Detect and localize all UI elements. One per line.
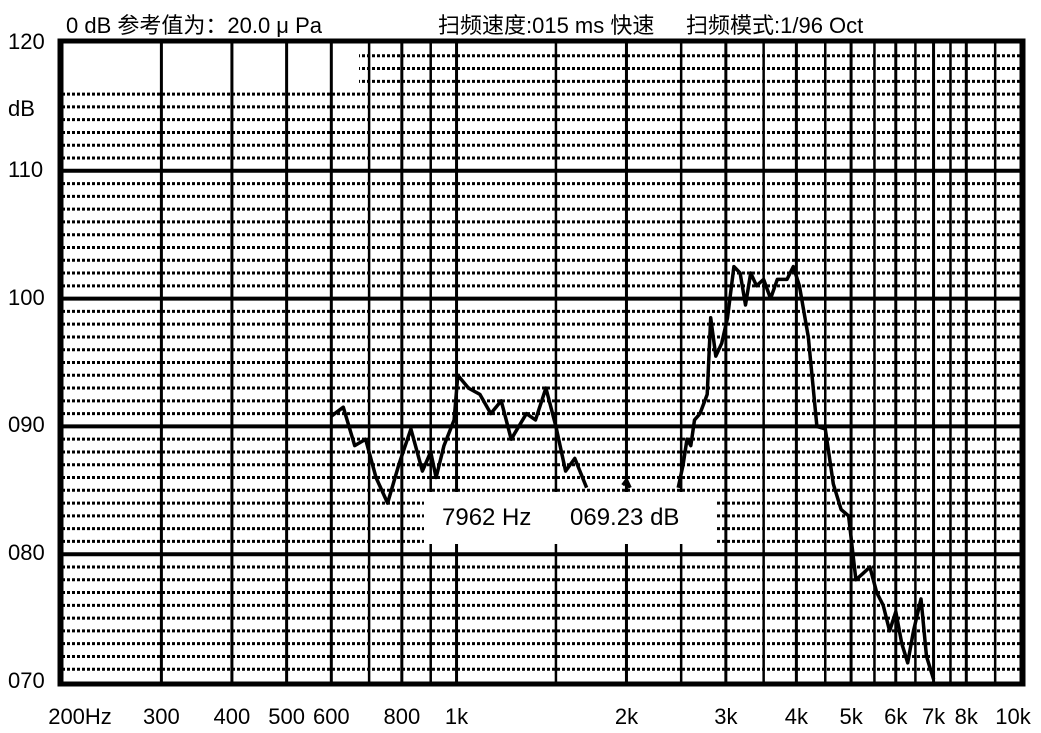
chart-grid	[62, 54, 1021, 671]
x-tick-label: 10k	[995, 704, 1031, 729]
chart-major-grid	[60, 43, 1023, 682]
plot-frame	[57, 38, 1026, 687]
x-tick-label: 400	[213, 704, 251, 729]
x-tick-label: 600	[312, 704, 350, 729]
x-tick-label: 6k	[884, 704, 908, 729]
x-tick-label: 800	[383, 704, 421, 729]
readout-level: 069.23 dB	[570, 504, 680, 531]
reference-label: 0 dB 参考值为：20.0 μ Pa	[66, 13, 322, 38]
y-axis-unit: dB	[8, 96, 35, 121]
y-tick-label: 090	[8, 412, 45, 438]
y-tick-label: 120	[8, 29, 45, 54]
x-tick-label: 200Hz	[48, 704, 112, 729]
x-tick-label: 5k	[839, 704, 863, 729]
x-tick-label: 3k	[714, 704, 738, 729]
y-tick-label: 080	[8, 540, 45, 566]
x-tick-label: 4k	[784, 704, 808, 729]
series-line	[676, 264, 936, 680]
sweep-mode-label: 扫频模式:1/96 Oct	[686, 13, 864, 38]
x-tick-label: 7k	[921, 704, 946, 729]
sweep-speed-label: 扫频速度:015 ms 快速	[438, 13, 655, 38]
x-tick-label: 2k	[614, 704, 639, 729]
x-tick-label: 300	[143, 704, 180, 729]
y-tick-label: 100	[8, 284, 45, 310]
x-tick-label: 500	[268, 704, 305, 729]
x-tick-label: 1k	[444, 704, 469, 729]
y-tick-label: 070	[8, 668, 45, 693]
blank-legend-area	[63, 48, 359, 90]
readout-frequency: 7962 Hz	[442, 504, 532, 531]
cursor-readout: 7962 Hz 069.23 dB	[424, 492, 716, 544]
spectrum-trace	[330, 264, 936, 680]
y-tick-label: 110	[8, 156, 44, 182]
series-line	[330, 373, 589, 505]
series-line	[621, 478, 632, 489]
x-tick-label: 8k	[954, 704, 978, 729]
